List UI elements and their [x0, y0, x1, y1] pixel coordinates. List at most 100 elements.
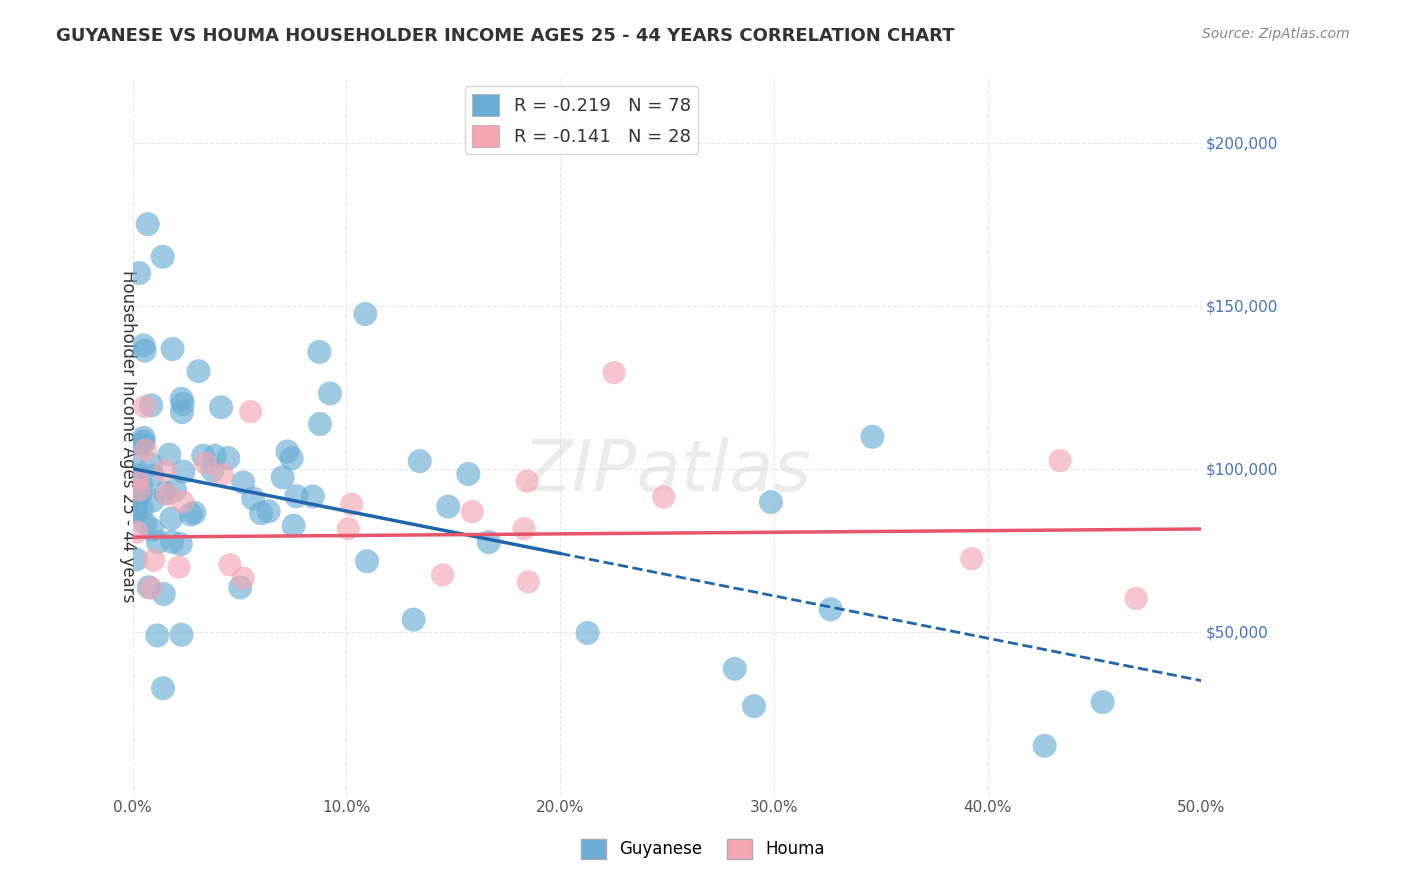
Point [125, 552, 148, 566]
Point [157, 448, 180, 462]
Point [135, 516, 157, 531]
Point [724, 662, 747, 676]
Point [170, 405, 193, 419]
Point [742, 699, 765, 714]
Point [141, 458, 163, 472]
Point [242, 491, 264, 506]
Point [129, 488, 152, 502]
Point [134, 400, 156, 414]
Point [146, 628, 169, 642]
Point [128, 483, 150, 497]
Point [280, 451, 302, 466]
Point [232, 571, 254, 585]
Point [250, 506, 273, 520]
Point [209, 401, 232, 415]
Point [432, 568, 454, 582]
Point [127, 472, 149, 486]
Point [219, 558, 242, 572]
Point [478, 535, 501, 549]
Point [132, 431, 155, 445]
Point [204, 449, 226, 463]
Point [283, 518, 305, 533]
Point [271, 470, 294, 484]
Point [211, 467, 233, 482]
Point [409, 454, 432, 468]
Point [285, 489, 308, 503]
Point [155, 486, 177, 500]
Text: GUYANESE VS HOUMA HOUSEHOLDER INCOME AGES 25 - 44 YEARS CORRELATION CHART: GUYANESE VS HOUMA HOUSEHOLDER INCOME AGE… [56, 27, 955, 45]
Point [229, 581, 252, 595]
Point [513, 522, 536, 536]
Point [131, 502, 153, 516]
Point [517, 574, 540, 589]
Point [132, 434, 155, 449]
Point [276, 444, 298, 458]
Point [437, 500, 460, 514]
Point [457, 467, 479, 481]
Point [170, 392, 193, 406]
Point [128, 266, 150, 280]
Point [1049, 453, 1071, 467]
Point [167, 560, 190, 574]
Point [125, 506, 148, 520]
Point [354, 307, 377, 321]
Point [139, 581, 162, 595]
Point [172, 465, 194, 479]
Point [201, 463, 224, 477]
Point [1091, 695, 1114, 709]
Point [165, 483, 187, 498]
Point [356, 554, 378, 568]
Point [136, 217, 159, 231]
Point [960, 551, 983, 566]
Point [152, 587, 174, 601]
Point [257, 504, 280, 518]
Point [128, 439, 150, 453]
Point [160, 534, 183, 549]
Point [170, 537, 193, 551]
Point [820, 602, 842, 616]
Point [124, 461, 146, 475]
Point [142, 553, 165, 567]
Point [309, 417, 332, 431]
Point [172, 495, 194, 509]
Point [191, 449, 214, 463]
Point [142, 493, 165, 508]
Point [162, 342, 184, 356]
Point [152, 681, 174, 696]
Point [138, 580, 160, 594]
Point [516, 474, 538, 488]
Point [461, 505, 484, 519]
Point [603, 366, 626, 380]
Point [187, 364, 209, 378]
Point [302, 490, 325, 504]
Point [239, 405, 262, 419]
Point [170, 628, 193, 642]
Point [652, 490, 675, 504]
Point [759, 495, 782, 509]
Point [135, 442, 157, 457]
Y-axis label: Householder Income Ages 25 - 44 years: Householder Income Ages 25 - 44 years [120, 270, 136, 602]
Point [141, 523, 163, 537]
Point [132, 437, 155, 451]
Point [124, 467, 146, 482]
Point [141, 398, 163, 412]
Point [172, 397, 194, 411]
Point [160, 511, 183, 525]
Point [1125, 591, 1147, 606]
Point [132, 338, 155, 352]
Point [183, 506, 205, 520]
Point [131, 478, 153, 492]
Text: ZIPatlas: ZIPatlas [523, 437, 811, 507]
Point [1033, 739, 1056, 753]
Point [141, 468, 163, 483]
Point [576, 626, 599, 640]
Point [337, 522, 360, 536]
Point [232, 475, 254, 490]
Point [134, 343, 156, 358]
Point [152, 250, 174, 264]
Point [340, 497, 363, 511]
Point [402, 613, 425, 627]
Point [156, 487, 179, 501]
Point [180, 508, 202, 522]
Point [124, 503, 146, 517]
